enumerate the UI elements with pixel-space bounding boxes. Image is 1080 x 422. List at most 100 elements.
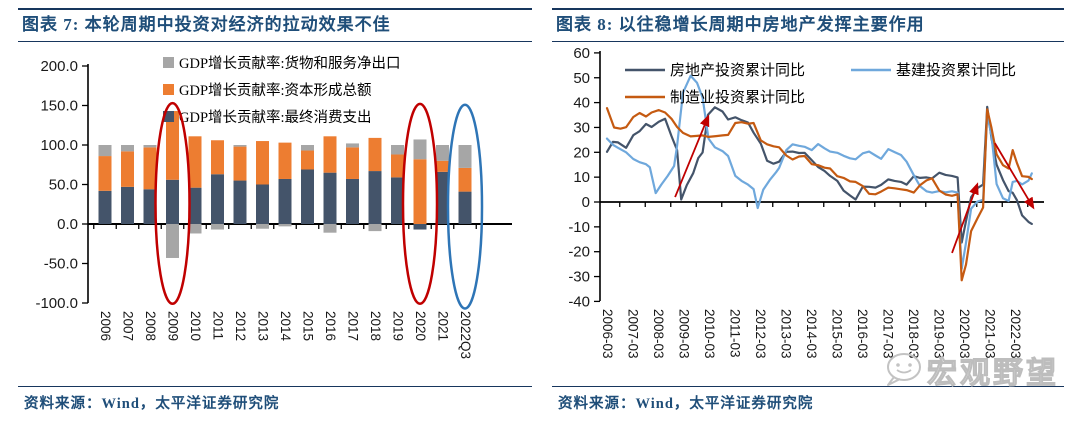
y-axis-label: -20 bbox=[568, 244, 590, 261]
bar-segment bbox=[391, 145, 404, 155]
bar-segment bbox=[413, 159, 427, 224]
bar-segment bbox=[278, 178, 292, 224]
series-line bbox=[605, 74, 1033, 270]
x-axis-label: 2022Q3 bbox=[458, 311, 473, 359]
right-source-note: 资料来源：Wind，太平洋证券研究院 bbox=[552, 386, 1064, 413]
x-axis-label: 2016 bbox=[323, 311, 338, 341]
y-axis-label: 50 bbox=[573, 70, 590, 87]
bar-segment bbox=[166, 111, 179, 180]
x-axis-label: 2015-03 bbox=[830, 309, 845, 359]
bar-segment bbox=[323, 172, 337, 224]
x-axis-label: 2011-03 bbox=[728, 309, 743, 358]
right-panel-header: 图表 8: 以往稳增长周期中房地产发挥主要作用 bbox=[552, 8, 1064, 42]
left-source-note: 资料来源：Wind，太平洋证券研究院 bbox=[18, 386, 532, 413]
bar-segment bbox=[458, 145, 472, 168]
bar-segment bbox=[143, 189, 157, 224]
y-axis-label: 50.0 bbox=[49, 177, 78, 194]
bar-segment bbox=[256, 224, 269, 229]
x-axis-label: 2014 bbox=[278, 311, 293, 342]
bar-segment bbox=[143, 147, 157, 190]
legend-swatch bbox=[163, 57, 174, 68]
bar-segment bbox=[458, 167, 472, 192]
x-axis-label: 2013-03 bbox=[779, 309, 794, 359]
y-axis-label: -40 bbox=[568, 293, 590, 310]
bar-segment bbox=[323, 136, 337, 173]
x-axis-label: 2006 bbox=[98, 311, 113, 341]
bar-segment bbox=[368, 171, 382, 224]
legend-label: 制造业投资累计同比 bbox=[670, 89, 805, 106]
right-source-text: 资料来源：Wind，太平洋证券研究院 bbox=[558, 396, 814, 412]
y-axis-label: 60 bbox=[573, 45, 590, 62]
x-axis-label: 2012-03 bbox=[753, 309, 768, 359]
bar-segment bbox=[368, 224, 382, 232]
annotation-arrow bbox=[674, 114, 710, 198]
bar-segment bbox=[301, 169, 314, 224]
x-axis-label: 2008-03 bbox=[651, 309, 666, 359]
bar-segment bbox=[278, 142, 292, 179]
x-axis-label: 2019 bbox=[391, 311, 406, 341]
bar-segment bbox=[391, 154, 404, 178]
x-axis-label: 2009 bbox=[166, 311, 181, 341]
x-axis-label: 2008 bbox=[143, 311, 158, 341]
x-axis-label: 2011 bbox=[211, 311, 226, 340]
investment-yoy-line-chart: 60 50 40 30 20 10 0 -10 -20 -30 -40 2006-03 2007-03 2… bbox=[568, 45, 1044, 359]
x-axis-label: 2010-03 bbox=[702, 309, 717, 359]
bar-segment bbox=[121, 145, 134, 152]
left-chart-title: 图表 7: 本轮周期中投资对经济的拉动效果不佳 bbox=[22, 15, 391, 34]
annotation-arrow bbox=[951, 182, 979, 254]
bar-segment bbox=[301, 145, 314, 151]
bar-segment bbox=[368, 137, 382, 172]
x-axis-label: 2018 bbox=[368, 311, 383, 341]
x-axis-label: 2012 bbox=[233, 311, 248, 341]
bar-segment bbox=[436, 171, 449, 224]
bar-segment bbox=[166, 179, 179, 224]
right-chart-panel: 图表 8: 以往稳增长周期中房地产发挥主要作用 60 50 40 30 20 10 0 -10… bbox=[552, 0, 1064, 422]
y-axis-label: 20 bbox=[573, 144, 590, 161]
legend-label: GDP增长贡献率:资本形成总额 bbox=[179, 82, 372, 99]
bar-segment bbox=[143, 145, 157, 148]
bar-segment bbox=[233, 146, 247, 181]
annotation-arrow bbox=[994, 142, 1035, 210]
x-axis-label: 2015 bbox=[301, 311, 316, 341]
x-axis-label: 2019-03 bbox=[932, 309, 947, 359]
y-axis-label: 100.0 bbox=[40, 137, 78, 154]
x-axis-label: 2007 bbox=[121, 311, 136, 341]
legend-label: 基建投资累计同比 bbox=[896, 62, 1016, 79]
y-axis-label: 40 bbox=[573, 95, 590, 112]
bar-segment bbox=[346, 147, 359, 179]
bar-segment bbox=[233, 180, 247, 224]
bar-segment bbox=[346, 143, 359, 148]
bar-segment bbox=[413, 139, 427, 160]
bar-segment bbox=[391, 177, 404, 224]
x-axis-label: 2020 bbox=[413, 311, 428, 341]
y-axis-label: 30 bbox=[573, 119, 590, 136]
y-axis-label: 150.0 bbox=[40, 98, 78, 115]
legend-label: GDP增长贡献率:货物和服务净出口 bbox=[179, 55, 401, 72]
x-axis-label: 2016-03 bbox=[855, 309, 870, 359]
bar-segment bbox=[278, 224, 292, 227]
bar-segment bbox=[413, 224, 427, 230]
legend-label: GDP增长贡献率:最终消费支出 bbox=[179, 109, 372, 126]
y-axis-label: -50.0 bbox=[44, 256, 78, 273]
x-axis-label: 2017 bbox=[346, 311, 361, 341]
x-axis-label: 2017-03 bbox=[881, 309, 896, 359]
y-axis-label: 10 bbox=[573, 169, 590, 186]
bar-segment bbox=[211, 140, 224, 175]
left-source-text: 资料来源：Wind，太平洋证券研究院 bbox=[24, 396, 280, 412]
bar-segment bbox=[301, 150, 314, 170]
x-axis-label: 2021-03 bbox=[983, 309, 998, 359]
left-chart-panel: 图表 7: 本轮周期中投资对经济的拉动效果不佳 200.0 150.0 100.0 5… bbox=[18, 0, 532, 422]
y-axis-label: -30 bbox=[568, 269, 590, 286]
bar-segment bbox=[458, 191, 472, 224]
bar-segment bbox=[436, 160, 449, 172]
highlight-ellipse bbox=[446, 103, 484, 310]
legend-swatch bbox=[163, 111, 174, 122]
y-axis-label: -100.0 bbox=[35, 295, 78, 312]
x-axis-label: 2006-03 bbox=[600, 309, 615, 359]
x-axis-label: 2014-03 bbox=[804, 309, 819, 359]
x-axis-label: 2007-03 bbox=[626, 309, 641, 359]
bar-segment bbox=[233, 145, 247, 147]
bar-segment bbox=[188, 136, 202, 188]
series-line bbox=[605, 106, 1033, 282]
legend-swatch bbox=[163, 84, 174, 95]
